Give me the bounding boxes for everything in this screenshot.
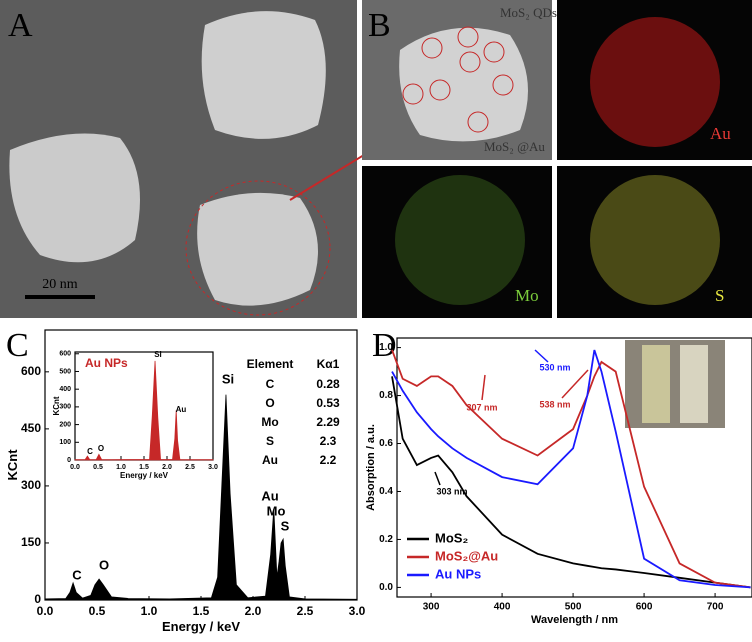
y-tick-label: 150	[21, 535, 41, 549]
table-cell: 0.53	[316, 396, 340, 410]
y-tick-label: 600	[21, 364, 41, 378]
annotation-arrow	[561, 369, 589, 399]
x-tick-label: 2.5	[297, 604, 314, 618]
peak-label: O	[99, 557, 109, 572]
element-label: Au	[710, 124, 731, 143]
y-tick-label: 600	[59, 351, 71, 358]
series-line	[391, 349, 751, 589]
table-cell: O	[265, 396, 274, 410]
plot-frame	[44, 329, 358, 601]
y-tick-label: 0.6	[379, 438, 393, 449]
x-tick-label: 0.0	[37, 604, 54, 618]
x-tick-label: 300	[423, 602, 440, 613]
table-cell: 2.2	[320, 453, 337, 467]
annotation: MoS₂ QDs	[500, 5, 557, 20]
x-tick-label: 1.0	[116, 464, 126, 471]
y-tick-label: 450	[21, 421, 41, 435]
peak-label: Mo	[267, 503, 286, 518]
y-axis-label: KCnt	[52, 396, 61, 415]
y-tick-label: 200	[59, 421, 71, 428]
x-tick-label: 2.0	[162, 464, 172, 471]
peak-label: Au	[261, 488, 278, 503]
peak-label: Au	[176, 405, 187, 414]
x-tick-label: 1.0	[141, 604, 158, 618]
scale-bar-label: 20 nm	[42, 277, 78, 292]
inset-title: Au NPs	[85, 356, 128, 370]
y-tick-label: 0.4	[379, 486, 393, 497]
annotation: MoS₂ @Au	[484, 139, 545, 154]
table-cell: C	[266, 377, 275, 391]
series-line	[391, 376, 751, 589]
y-tick-label: 300	[21, 478, 41, 492]
x-tick-label: 1.5	[139, 464, 149, 471]
x-tick-label: 600	[636, 602, 653, 613]
spectrum	[44, 394, 358, 601]
table-cell: 2.3	[320, 434, 337, 448]
x-tick-label: 0.5	[89, 604, 106, 618]
vial-photo	[625, 340, 725, 428]
y-axis-label: KCnt	[5, 449, 20, 481]
peak-label: O	[98, 444, 104, 453]
annotation-arrow	[534, 349, 549, 363]
table-header: Element	[247, 357, 294, 371]
x-tick-label: 700	[707, 602, 724, 613]
table-cell: S	[266, 434, 274, 448]
table-header: Kα1	[317, 357, 340, 371]
y-tick-label: 0.8	[379, 390, 393, 401]
x-tick-label: 0.5	[93, 464, 103, 471]
table-cell: Au	[262, 453, 278, 467]
y-tick-label: 1.0	[379, 342, 393, 353]
x-tick-label: 3.0	[349, 604, 366, 618]
x-tick-label: 0.0	[70, 464, 80, 471]
spectrum	[74, 360, 214, 461]
x-tick-label: 2.5	[185, 464, 195, 471]
series-line	[391, 349, 751, 589]
y-tick-label: 0	[34, 592, 41, 606]
table-cell: 0.28	[316, 377, 340, 391]
annotation-arrow	[434, 471, 441, 486]
panel-label: B	[368, 7, 391, 44]
peak-label: S	[281, 518, 290, 533]
x-tick-label: 1.5	[193, 604, 210, 618]
table-cell: 2.29	[316, 415, 340, 429]
peak-label: C	[72, 567, 82, 582]
peak-label: Si	[222, 371, 234, 386]
legend-label: Au NPs	[435, 566, 481, 581]
x-tick-label: 2.0	[245, 604, 262, 618]
x-axis-label: Wavelength / nm	[531, 614, 618, 626]
element-label: S	[715, 286, 724, 305]
x-axis-label: Energy / keV	[120, 471, 169, 480]
peak-label: Si	[154, 350, 162, 359]
legend-label: MoS₂	[435, 530, 468, 545]
annotation: 538 nm	[539, 399, 570, 409]
annotation-arrow	[481, 374, 486, 401]
y-tick-label: 0.0	[379, 582, 393, 593]
panel-label: D	[372, 327, 397, 364]
annotation: 303 nm	[436, 486, 467, 496]
x-axis-label: Energy / keV	[162, 619, 240, 634]
table-cell: Mo	[261, 415, 278, 429]
panel-label: C	[6, 327, 29, 364]
panel-label: A	[8, 7, 33, 44]
x-tick-label: 500	[565, 602, 582, 613]
x-tick-label: 400	[494, 602, 511, 613]
y-axis-label: Absorption / a.u.	[365, 424, 377, 511]
y-tick-label: 0	[67, 457, 71, 464]
micrograph: 20 nm A	[0, 0, 406, 318]
plot-frame	[396, 337, 752, 598]
element-label: Mo	[515, 286, 539, 305]
legend-label: MoS₂@Au	[435, 548, 498, 563]
annotation: 307 nm	[466, 402, 497, 412]
peak-label: C	[87, 447, 93, 456]
annotation: 530 nm	[539, 362, 570, 372]
y-tick-label: 0.2	[379, 534, 393, 545]
y-tick-label: 300	[59, 404, 71, 411]
elemental-mapping: B MoS₂ QDs MoS₂ @Au Au Mo S	[362, 0, 752, 318]
y-tick-label: 500	[59, 368, 71, 375]
y-tick-label: 400	[59, 386, 71, 393]
x-tick-label: 3.0	[208, 464, 218, 471]
y-tick-label: 100	[59, 439, 71, 446]
